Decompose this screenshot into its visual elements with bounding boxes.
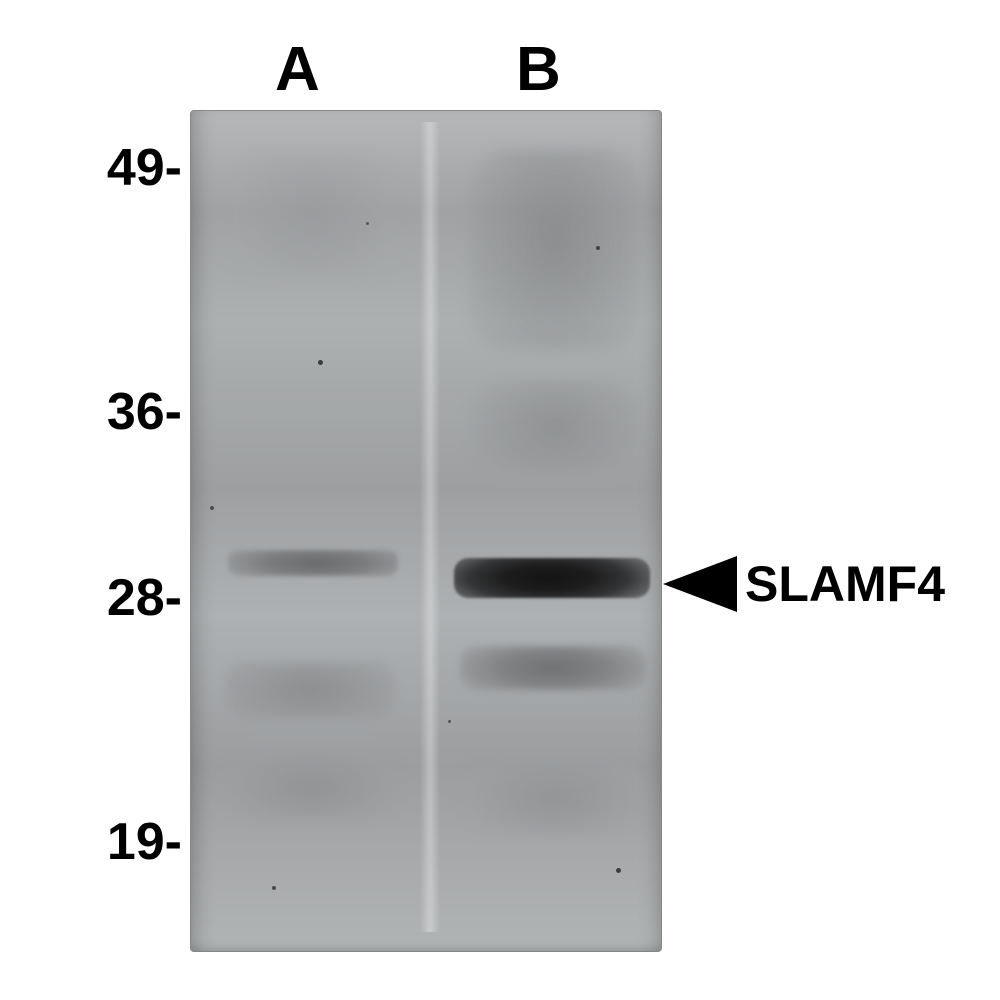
lane-label-b: B xyxy=(516,34,561,105)
blot-band xyxy=(464,766,644,834)
blot-band xyxy=(226,662,394,718)
blot-band xyxy=(232,156,396,276)
blot-band xyxy=(228,550,398,576)
protein-label: SLAMF4 xyxy=(745,555,945,613)
blot-band xyxy=(454,558,650,598)
speck xyxy=(596,246,600,250)
mw-marker: 49- xyxy=(0,138,182,198)
speck xyxy=(210,506,214,510)
speck xyxy=(616,868,621,873)
speck xyxy=(272,886,276,890)
lane-divider xyxy=(420,122,440,932)
blot-band xyxy=(470,380,640,470)
lane-label-a: A xyxy=(275,34,320,105)
blot-band xyxy=(226,756,398,820)
blot-band xyxy=(470,150,640,350)
band-pointer-arrow xyxy=(663,556,737,612)
mw-marker: 36- xyxy=(0,382,182,442)
speck xyxy=(318,360,323,365)
blot-figure: A B 49- 36- 28- 19- SLAMF4 xyxy=(0,0,1000,1000)
speck xyxy=(366,222,369,225)
speck xyxy=(448,720,451,723)
mw-marker: 28- xyxy=(0,568,182,628)
blot-band xyxy=(460,646,646,690)
mw-marker: 19- xyxy=(0,812,182,872)
